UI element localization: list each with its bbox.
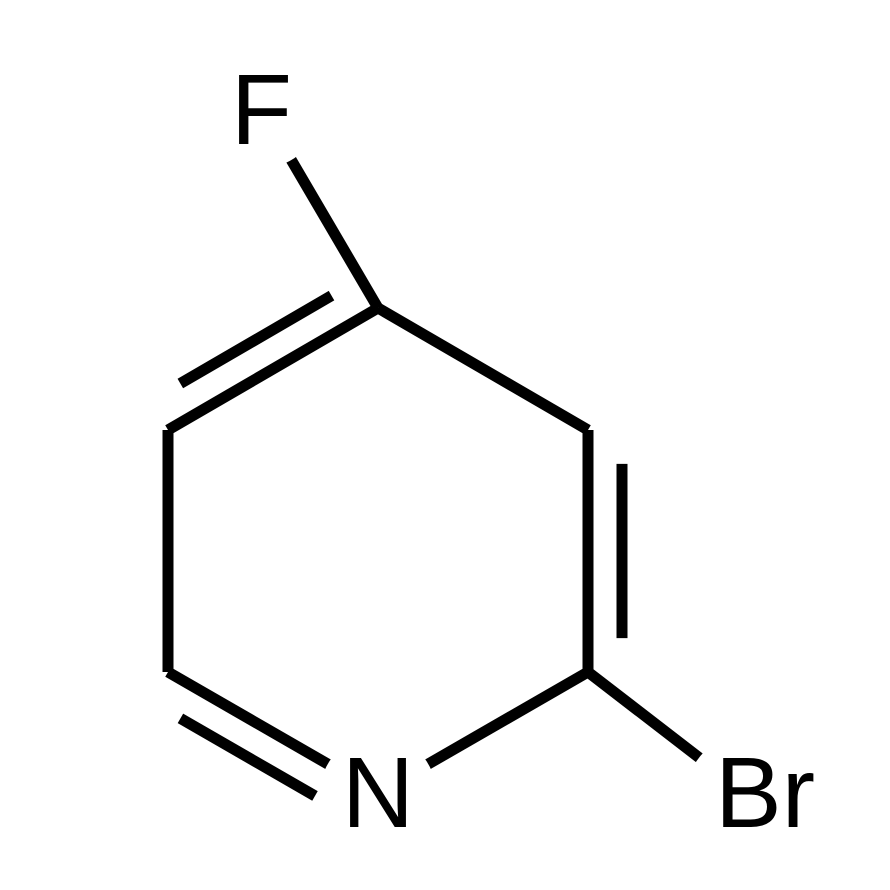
atom-label-n1: N bbox=[342, 737, 414, 849]
bonds-group bbox=[168, 151, 707, 796]
molecule-canvas: N F Br bbox=[0, 0, 890, 890]
atom-label-br: Br bbox=[715, 737, 815, 849]
atom-label-f: F bbox=[231, 54, 292, 166]
